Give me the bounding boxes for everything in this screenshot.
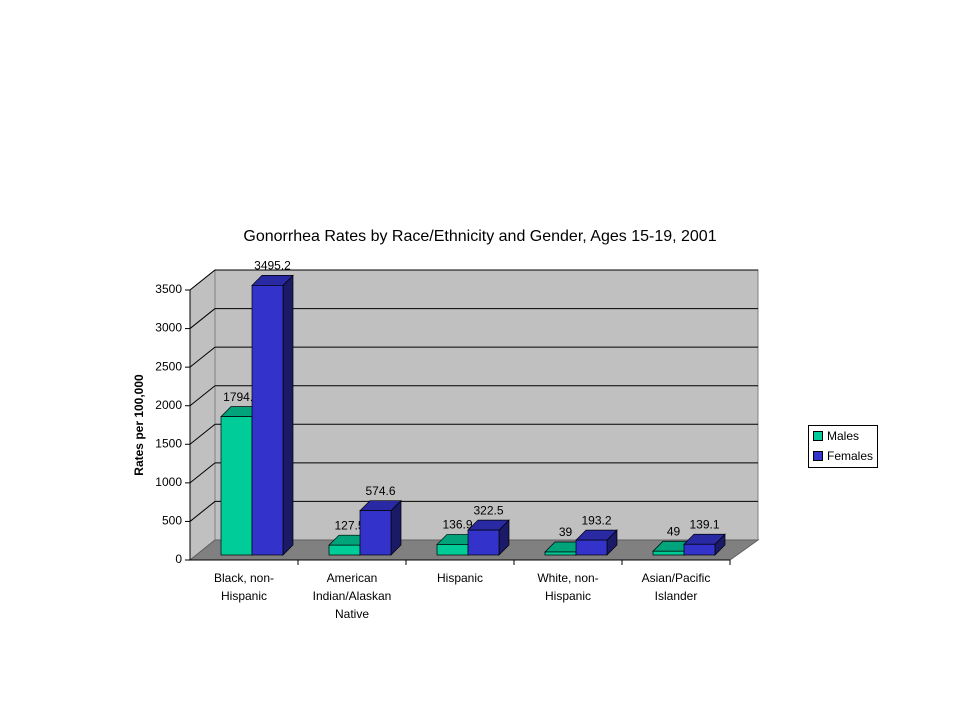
x-tick-label: Black, non-Hispanic bbox=[213, 571, 275, 603]
grid-line bbox=[189, 346, 216, 368]
bar bbox=[652, 550, 685, 556]
bar bbox=[683, 543, 716, 556]
data-label: 127.5 bbox=[334, 518, 364, 532]
x-tick-label: White, non-Hispanic bbox=[537, 571, 599, 603]
data-label: 39 bbox=[559, 525, 573, 539]
data-label: 139.1 bbox=[689, 517, 719, 531]
legend-swatch bbox=[813, 431, 823, 441]
y-tick-label: 1500 bbox=[155, 436, 182, 450]
legend-label: Females bbox=[827, 449, 874, 463]
data-label: 49 bbox=[667, 524, 681, 538]
bar bbox=[467, 529, 500, 556]
bar bbox=[359, 510, 392, 556]
x-tick-label: American Indian/Alaskan Native bbox=[312, 571, 392, 621]
y-tick-label: 2000 bbox=[155, 398, 182, 412]
bar bbox=[544, 551, 577, 556]
y-tick-label: 500 bbox=[162, 514, 182, 528]
chart-title: Gonorrhea Rates by Race/Ethnicity and Ge… bbox=[243, 228, 716, 245]
data-label: 136.9 bbox=[442, 518, 472, 532]
bar-side bbox=[282, 274, 294, 556]
bar bbox=[328, 544, 361, 556]
side-wall bbox=[189, 268, 216, 562]
data-label: 193.2 bbox=[581, 513, 611, 527]
grid-line bbox=[189, 462, 216, 484]
grid-line bbox=[189, 501, 216, 522]
legend: Males Females bbox=[808, 425, 878, 468]
grid-line bbox=[189, 269, 216, 291]
y-tick-label: 1000 bbox=[155, 475, 182, 489]
data-label: 322.5 bbox=[473, 503, 503, 517]
data-label: 3495.2 bbox=[254, 259, 291, 273]
grid-line bbox=[189, 423, 216, 445]
x-tick-label: Asian/Pacific Islander bbox=[641, 571, 711, 603]
y-axis-label: Rates per 100,000 bbox=[132, 374, 146, 476]
grid-line bbox=[189, 385, 216, 407]
data-label: 574.6 bbox=[365, 484, 395, 498]
bar bbox=[251, 285, 284, 556]
y-tick-label: 0 bbox=[175, 552, 182, 566]
bar bbox=[575, 539, 608, 556]
legend-swatch bbox=[813, 451, 823, 461]
legend-label: Males bbox=[827, 429, 860, 443]
y-tick-label: 3500 bbox=[155, 282, 182, 296]
grid-line bbox=[189, 308, 216, 329]
data-label: 1794.1 bbox=[223, 390, 260, 404]
legend-item: Males bbox=[809, 426, 877, 446]
x-tick-label: Hispanic bbox=[436, 571, 484, 585]
bar bbox=[220, 416, 253, 556]
y-tick-label: 2500 bbox=[155, 359, 182, 373]
legend-item: Females bbox=[809, 446, 877, 466]
y-tick-label: 3000 bbox=[155, 321, 182, 335]
back-wall bbox=[214, 269, 759, 541]
bar bbox=[436, 544, 469, 556]
